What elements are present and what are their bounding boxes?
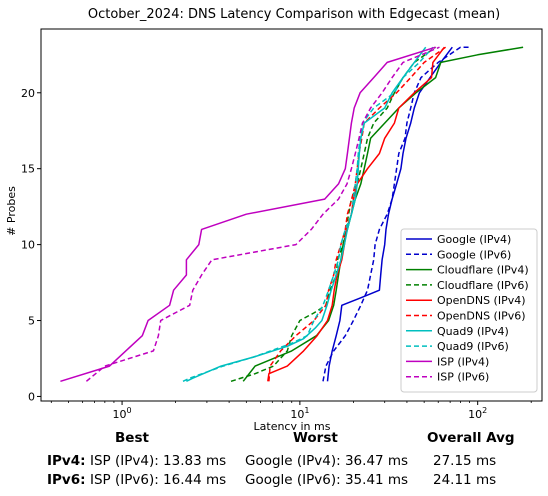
ipv6-worst-value: Google (IPv6): 35.41 ms [245,472,409,488]
ipv6-row-label: IPv6: [47,472,86,488]
legend-label-3: Cloudflare (IPv6) [437,279,529,292]
series-line-6 [186,46,427,382]
chart-title: October_2024: DNS Latency Comparison wit… [88,7,500,22]
series-line-8 [60,46,436,383]
legend-box [400,228,538,393]
series-line-0 [326,46,453,382]
ipv4-avg-value: 27.15 ms [433,453,497,469]
legend-label-9: ISP (IPv6) [437,371,489,384]
ipv4-row-label: IPv4: [47,453,86,469]
x-axis-label: Latency in ms [254,420,331,430]
y-tick-label-4: 20 [21,87,35,100]
legend-label-4: OpenDNS (IPv4) [437,294,526,307]
legend-label-2: Cloudflare (IPv4) [437,264,529,277]
ipv4-best-value: ISP (IPv4): 13.83 ms [90,453,227,469]
legend-label-6: Quad9 (IPv4) [437,325,509,338]
series-layer [60,46,524,383]
x-tick-label-0: 100 [113,406,132,421]
ipv6-avg-value: 24.11 ms [433,472,497,488]
series-line-9 [85,46,440,382]
y-tick-label-1: 5 [28,315,35,328]
x-axis-ticks: 100 101 102 [50,401,532,421]
y-tick-label-0: 0 [28,390,35,403]
legend-label-0: Google (IPv4) [437,233,511,246]
ipv4-worst-value: Google (IPv4): 36.47 ms [245,453,409,469]
series-line-7 [182,46,434,382]
overall-avg-header: Overall Avg [427,430,515,446]
x-tick-label-2: 102 [468,406,487,421]
series-line-1 [322,46,472,382]
legend-label-1: Google (IPv6) [437,248,511,261]
series-line-3 [230,46,437,383]
x-tick-label-1: 101 [290,406,309,421]
y-axis-label: # Probes [5,186,18,236]
series-line-5 [268,46,447,382]
best-header: Best [115,430,149,446]
y-axis-ticks: 0 5 10 15 20 [21,87,41,403]
legend-label-7: Quad9 (IPv6) [437,340,509,353]
legend-label-8: ISP (IPv4) [437,355,489,368]
latency-cdf-chart: October_2024: DNS Latency Comparison wit… [5,7,543,430]
worst-header: Worst [293,430,338,446]
y-tick-label-2: 10 [21,239,35,252]
legend: Google (IPv4) Google (IPv6) Cloudflare (IP… [400,228,538,393]
legend-label-5: OpenDNS (IPv6) [437,310,526,323]
summary-table: Best Worst Overall Avg IPv4: ISP (IPv4):… [0,430,548,496]
ipv6-best-value: ISP (IPv6): 16.44 ms [90,472,227,488]
y-tick-label-3: 15 [21,163,35,176]
